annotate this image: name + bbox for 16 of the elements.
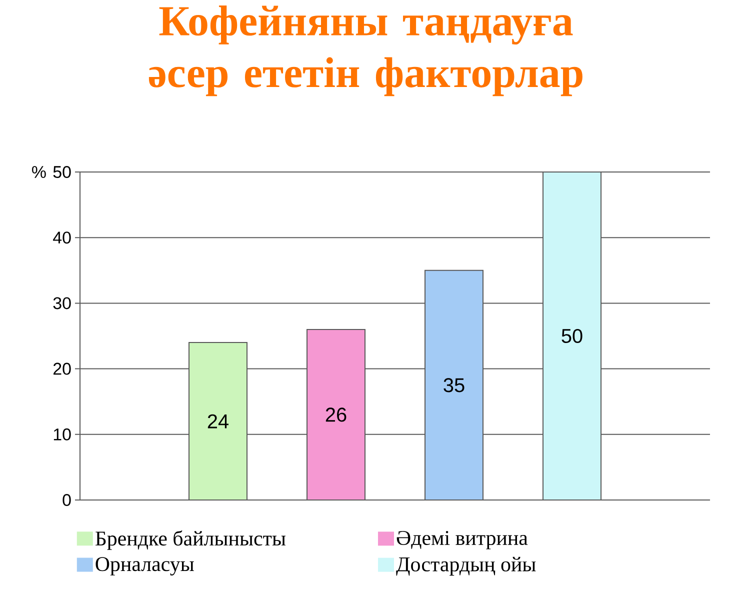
data-label: 50 bbox=[562, 328, 582, 344]
legend-label: Брендке байлынысты bbox=[95, 530, 286, 550]
legend-label: Достардың ойы bbox=[396, 556, 536, 576]
y-tick-label: 40 bbox=[53, 232, 71, 244]
legend-label: Орналасуы bbox=[96, 557, 194, 576]
y-tick-label: 20 bbox=[54, 362, 71, 375]
data-label: 26 bbox=[326, 408, 346, 422]
legend-label: Әдемі витрина bbox=[396, 530, 528, 550]
y-tick-label: 0 bbox=[62, 494, 71, 506]
data-label: 24 bbox=[208, 414, 228, 428]
y-axis-title: % bbox=[32, 166, 46, 178]
y-tick-label: 10 bbox=[54, 428, 71, 440]
y-tick-label: 50 bbox=[53, 166, 71, 178]
chart-title: Кофейняны таңдауға әсер ететін факторлар bbox=[148, 6, 582, 96]
y-tick-label: 30 bbox=[53, 297, 71, 310]
data-label: 35 bbox=[444, 378, 464, 392]
